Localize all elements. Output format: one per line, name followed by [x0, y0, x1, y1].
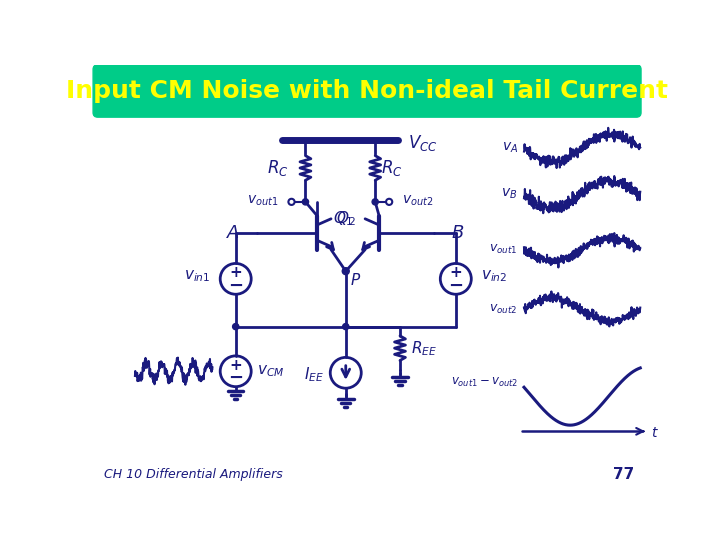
Text: +: +: [230, 265, 242, 280]
Text: +: +: [449, 265, 462, 280]
Text: $Q_1$: $Q_1$: [333, 210, 352, 228]
Text: $v_{out1}$: $v_{out1}$: [490, 243, 518, 256]
Text: $v_B$: $v_B$: [502, 187, 518, 201]
Text: Input CM Noise with Non-ideal Tail Current: Input CM Noise with Non-ideal Tail Curre…: [66, 79, 668, 103]
Text: $P$: $P$: [351, 272, 361, 288]
Circle shape: [343, 323, 349, 330]
Text: $R_C$: $R_C$: [267, 158, 289, 178]
Text: $t$: $t$: [651, 426, 659, 440]
Text: −: −: [228, 277, 243, 295]
Text: $v_{out2}$: $v_{out2}$: [402, 193, 433, 207]
Text: $v_{out2}$: $v_{out2}$: [490, 303, 518, 316]
Text: $V_{CC}$: $V_{CC}$: [408, 133, 437, 153]
Text: CH 10 Differential Amplifiers: CH 10 Differential Amplifiers: [104, 468, 283, 481]
Text: $Q_2$: $Q_2$: [336, 210, 356, 228]
Text: $B$: $B$: [451, 224, 464, 242]
Text: $v_A$: $v_A$: [502, 141, 518, 155]
Text: $A$: $A$: [226, 224, 240, 242]
Text: $R_{EE}$: $R_{EE}$: [411, 339, 437, 357]
Text: −: −: [449, 277, 464, 295]
Text: −: −: [228, 369, 243, 387]
Text: $v_{out1}-v_{out2}$: $v_{out1}-v_{out2}$: [451, 375, 518, 389]
Text: $v_{out1}$: $v_{out1}$: [247, 193, 279, 207]
Text: +: +: [230, 357, 242, 373]
Circle shape: [302, 199, 309, 205]
Text: $v_{CM}$: $v_{CM}$: [258, 363, 285, 379]
Circle shape: [372, 199, 378, 205]
Text: $v_{in1}$: $v_{in1}$: [184, 268, 211, 284]
Text: $v_{in2}$: $v_{in2}$: [481, 268, 507, 284]
Circle shape: [233, 323, 239, 330]
Text: $R_C$: $R_C$: [382, 158, 403, 178]
Text: 77: 77: [613, 467, 634, 482]
Text: $I_{EE}$: $I_{EE}$: [304, 365, 324, 384]
Circle shape: [342, 268, 349, 275]
FancyBboxPatch shape: [93, 65, 641, 117]
